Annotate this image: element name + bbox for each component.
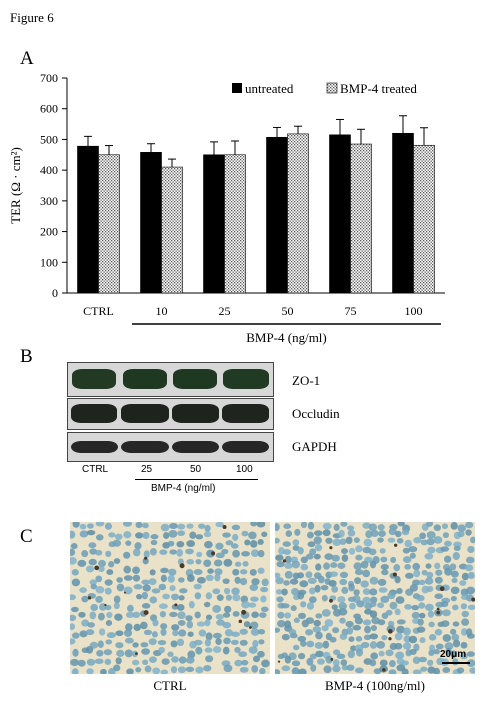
bar-untreated-CTRL xyxy=(77,145,99,294)
blot-treatment-line xyxy=(135,479,258,480)
blot-label-occludin: Occludin xyxy=(292,406,340,421)
bar-bmp4-CTRL xyxy=(98,154,120,294)
lane-label-100: 100 xyxy=(236,464,253,475)
y-tick-label: 300 xyxy=(40,194,58,208)
y-tick-label: 0 xyxy=(52,286,58,300)
x-tick-label: 100 xyxy=(405,304,423,318)
bar-bmp4-10 xyxy=(161,166,183,294)
scale-bar xyxy=(442,662,470,664)
y-tick-label: 500 xyxy=(40,132,58,146)
y-tick-label: 400 xyxy=(40,163,58,177)
bar-untreated-50 xyxy=(266,136,288,294)
micrograph-bmp4: 20μm xyxy=(275,522,475,674)
x-tick-label: 25 xyxy=(219,304,231,318)
x-tick-label: 75 xyxy=(345,304,357,318)
legend-swatch-bmp4 xyxy=(326,82,338,94)
gapdh-blot-strip xyxy=(67,432,274,462)
x-tick-label: 50 xyxy=(282,304,294,318)
zo1-blot-strip xyxy=(67,362,274,397)
figure-title: Figure 6 xyxy=(10,10,54,25)
bar-bmp4-50 xyxy=(287,133,309,294)
y-tick-label: 600 xyxy=(40,102,58,116)
y-tick-label: 100 xyxy=(40,255,58,269)
panel-letter-a: A xyxy=(20,48,34,69)
bar-bmp4-100 xyxy=(413,144,435,294)
x-tick-label: CTRL xyxy=(83,304,114,318)
bar-chart: 0 100 200 300 400 500 600 700 TER (Ω · cm²) CTRL 1… xyxy=(8,71,445,345)
lane-label-ctrl: CTRL xyxy=(82,464,109,475)
lane-label-50: 50 xyxy=(190,464,202,475)
occludin-blot-strip xyxy=(67,398,274,430)
x-axis-label: BMP-4 (ng/ml) xyxy=(246,330,327,345)
scale-bar-label: 20μm xyxy=(440,649,467,660)
y-axis-label: TER (Ω · cm²) xyxy=(8,147,23,224)
lane-label-25: 25 xyxy=(141,464,153,475)
caption-ctrl: CTRL xyxy=(153,678,187,693)
micrograph-ctrl xyxy=(70,522,270,674)
legend-label-bmp4: BMP-4 treated xyxy=(340,81,417,96)
y-tick-label: 700 xyxy=(40,71,58,85)
legend-label-untreated: untreated xyxy=(245,81,294,96)
panel-letter-c: C xyxy=(20,526,33,547)
blot-treatment-label: BMP-4 (ng/ml) xyxy=(151,483,216,494)
x-tick-label: 10 xyxy=(156,304,168,318)
bar-bmp4-75 xyxy=(350,143,372,294)
bar-untreated-100 xyxy=(392,132,414,294)
panel-letter-b: B xyxy=(20,346,33,367)
y-tick-label: 200 xyxy=(40,225,58,239)
caption-bmp4: BMP-4 (100ng/ml) xyxy=(324,678,426,693)
bar-untreated-25 xyxy=(203,154,225,294)
bar-untreated-75 xyxy=(329,134,351,294)
bar-untreated-10 xyxy=(140,152,162,294)
blot-label-zo1: ZO-1 xyxy=(292,373,321,388)
bar-bmp4-25 xyxy=(224,154,246,294)
legend-swatch-untreated xyxy=(232,83,242,93)
blot-label-gapdh: GAPDH xyxy=(292,439,337,454)
